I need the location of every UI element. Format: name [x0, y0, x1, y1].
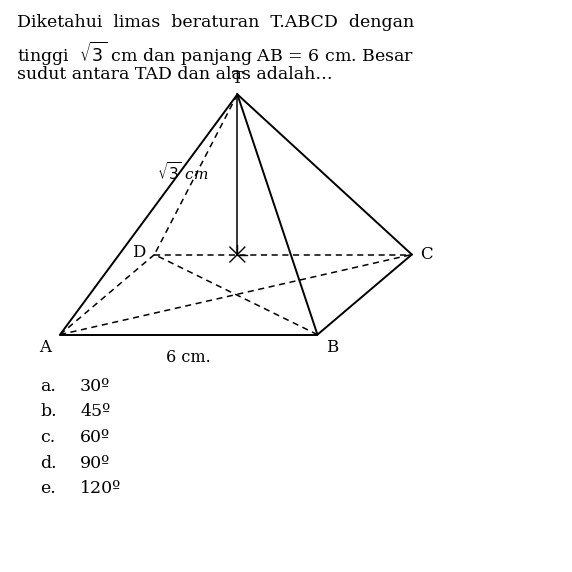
Text: a.: a. — [40, 378, 56, 395]
Text: sudut antara TAD dan alas adalah…: sudut antara TAD dan alas adalah… — [17, 66, 333, 83]
Text: b.: b. — [40, 403, 57, 420]
Text: 60º: 60º — [80, 429, 110, 446]
Text: B: B — [326, 339, 338, 356]
Text: $\sqrt{3}$ cm: $\sqrt{3}$ cm — [157, 161, 209, 182]
Text: 45º: 45º — [80, 403, 110, 420]
Text: d.: d. — [40, 455, 57, 472]
Text: A: A — [39, 339, 51, 356]
Text: C: C — [420, 246, 433, 263]
Text: 6 cm.: 6 cm. — [166, 349, 211, 366]
Text: D: D — [133, 244, 146, 261]
Text: tinggi  $\sqrt{3}$ cm dan panjang AB = 6 cm. Besar: tinggi $\sqrt{3}$ cm dan panjang AB = 6 … — [17, 40, 414, 68]
Text: 30º: 30º — [80, 378, 110, 395]
Text: 90º: 90º — [80, 455, 110, 472]
Text: T: T — [232, 70, 243, 87]
Text: c.: c. — [40, 429, 55, 446]
Text: e.: e. — [40, 480, 56, 498]
Text: 120º: 120º — [80, 480, 121, 498]
Text: Diketahui  limas  beraturan  T.ABCD  dengan: Diketahui limas beraturan T.ABCD dengan — [17, 14, 414, 31]
